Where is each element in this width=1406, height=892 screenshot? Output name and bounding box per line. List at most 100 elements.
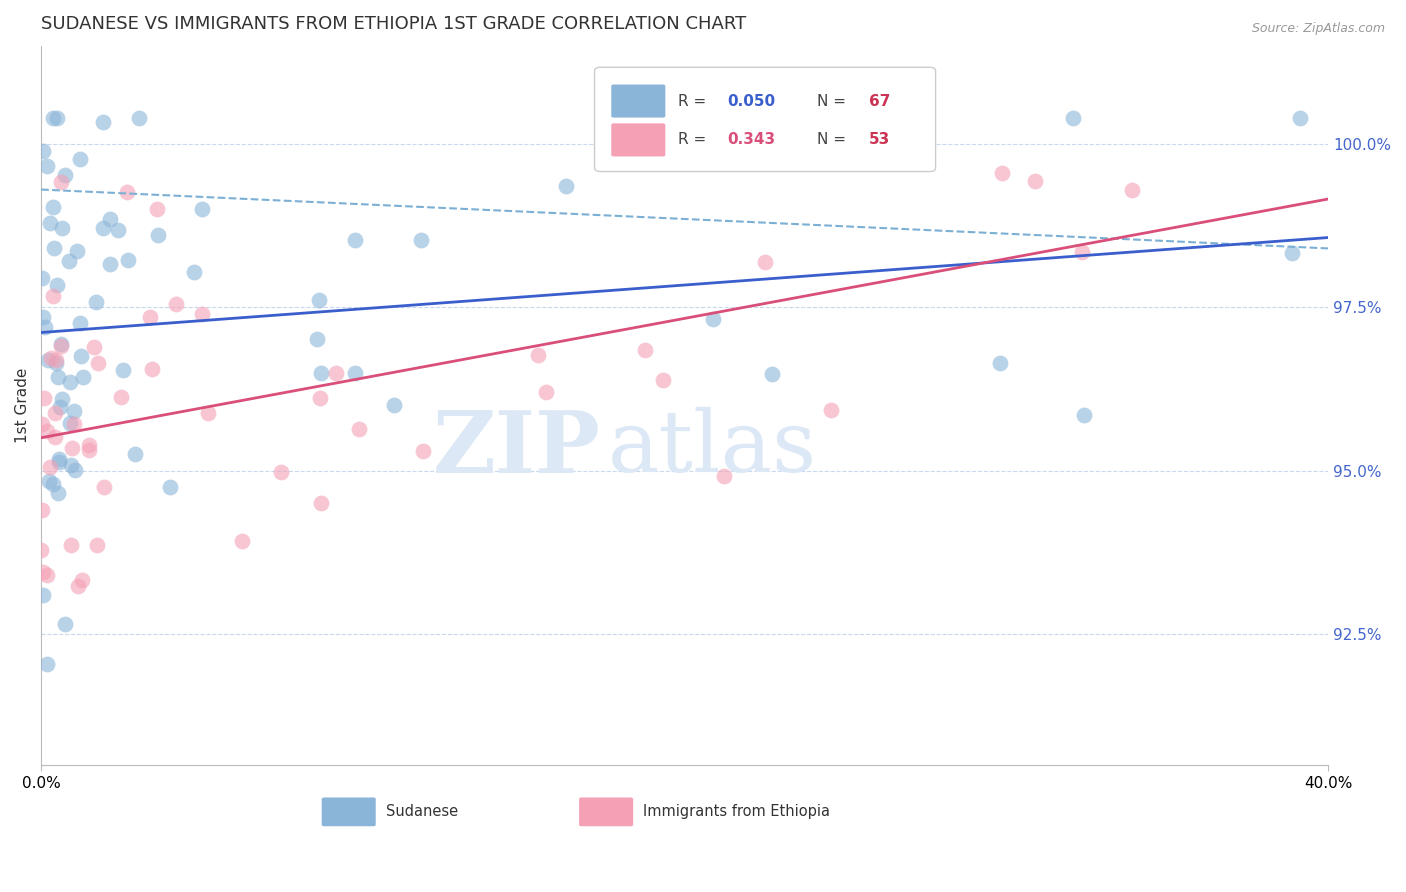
Point — [159, 480, 181, 494]
Text: ZIP: ZIP — [433, 407, 600, 491]
Point — [31, 417, 53, 431]
Point — [32, 144, 55, 158]
Point — [32, 565, 55, 579]
Point — [69, 153, 91, 167]
Text: SUDANESE VS IMMIGRANTS FROM ETHIOPIA 1ST GRADE CORRELATION CHART: SUDANESE VS IMMIGRANTS FROM ETHIOPIA 1ST… — [41, 15, 747, 33]
Point — [128, 111, 150, 125]
Point — [46, 485, 69, 500]
Point — [38, 460, 60, 475]
Point — [53, 168, 76, 182]
Point — [1073, 408, 1095, 422]
Text: R =: R = — [678, 132, 711, 147]
Point — [59, 458, 82, 472]
Point — [31, 503, 53, 517]
Point — [37, 657, 59, 671]
Point — [1281, 246, 1303, 260]
FancyBboxPatch shape — [579, 797, 633, 826]
Point — [49, 175, 72, 189]
Point — [72, 574, 94, 588]
Point — [1062, 111, 1084, 125]
Point — [51, 221, 73, 235]
Point — [1071, 244, 1094, 259]
Point — [79, 438, 101, 452]
Point — [991, 166, 1014, 180]
Point — [702, 312, 724, 326]
Point — [761, 368, 783, 382]
Text: 0.343: 0.343 — [727, 132, 775, 147]
Point — [45, 356, 67, 370]
Point — [69, 317, 91, 331]
FancyBboxPatch shape — [322, 797, 375, 826]
Text: 53: 53 — [869, 132, 890, 147]
Point — [60, 538, 83, 552]
Point — [1289, 111, 1312, 125]
Point — [32, 392, 55, 406]
Point — [46, 277, 69, 292]
Point — [325, 367, 347, 381]
Point — [49, 339, 72, 353]
Point — [32, 310, 55, 324]
Point — [652, 373, 675, 387]
Point — [634, 343, 657, 358]
Point — [84, 294, 107, 309]
Point — [66, 244, 89, 258]
Point — [146, 202, 169, 217]
Point — [713, 468, 735, 483]
Point — [98, 211, 121, 226]
Point — [38, 474, 60, 488]
Point — [1121, 183, 1143, 197]
Point — [35, 159, 58, 173]
Point — [148, 227, 170, 242]
Point — [48, 370, 70, 384]
Point — [1024, 174, 1046, 188]
Point — [49, 337, 72, 351]
Point — [197, 406, 219, 420]
Point — [58, 376, 80, 390]
Point — [990, 356, 1012, 370]
Text: 0.050: 0.050 — [727, 94, 775, 109]
Point — [534, 384, 557, 399]
Point — [49, 401, 72, 415]
Point — [309, 391, 332, 405]
Text: Immigrants from Ethiopia: Immigrants from Ethiopia — [644, 805, 831, 820]
Point — [51, 392, 73, 406]
Point — [409, 233, 432, 247]
Point — [305, 333, 328, 347]
Text: N =: N = — [817, 132, 851, 147]
Point — [34, 319, 56, 334]
Point — [77, 442, 100, 457]
Point — [98, 256, 121, 270]
Point — [37, 568, 59, 582]
Point — [44, 430, 66, 444]
Point — [893, 146, 915, 161]
FancyBboxPatch shape — [612, 85, 665, 118]
Text: Sudanese: Sudanese — [387, 805, 458, 820]
Point — [39, 351, 62, 365]
Point — [42, 477, 65, 491]
Point — [110, 390, 132, 404]
Point — [412, 444, 434, 458]
Point — [42, 111, 65, 125]
Point — [87, 356, 110, 370]
Point — [347, 422, 370, 436]
Point — [111, 363, 134, 377]
Text: 67: 67 — [869, 94, 890, 109]
Point — [48, 455, 70, 469]
Point — [138, 310, 160, 325]
Point — [83, 340, 105, 354]
Point — [58, 254, 80, 268]
Point — [42, 241, 65, 255]
Point — [93, 480, 115, 494]
Point — [44, 406, 66, 420]
Point — [69, 349, 91, 363]
Point — [270, 465, 292, 479]
Point — [308, 293, 330, 307]
Point — [141, 362, 163, 376]
Point — [309, 366, 332, 380]
Point — [117, 252, 139, 267]
Point — [343, 367, 366, 381]
Point — [309, 496, 332, 510]
Point — [124, 447, 146, 461]
Point — [48, 451, 70, 466]
Point — [59, 416, 82, 430]
